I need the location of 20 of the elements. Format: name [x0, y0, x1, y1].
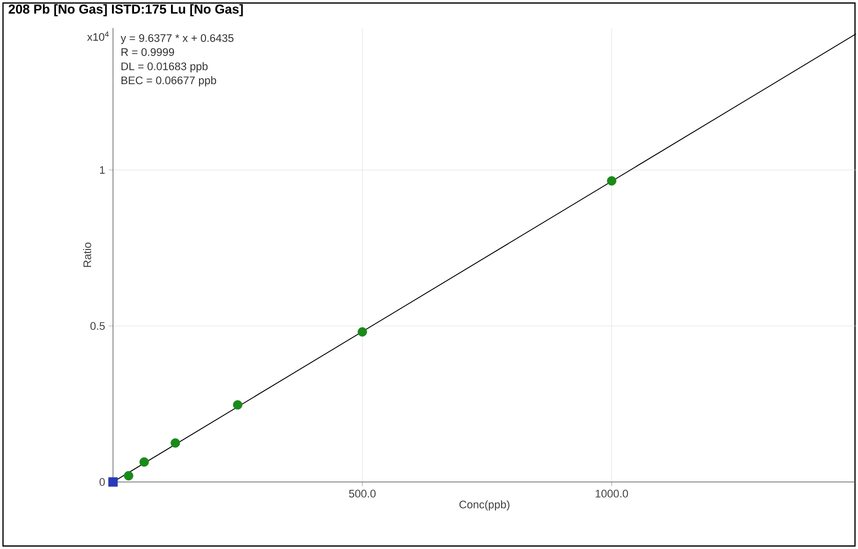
point	[139, 457, 149, 467]
x-axis-title: Conc(ppb)	[459, 500, 510, 511]
chart-title: 208 Pb [No Gas] ISTD:175 Lu [No Gas]	[8, 4, 243, 16]
point	[124, 471, 134, 480]
y-axis-title: Ratio	[83, 242, 92, 267]
point	[606, 176, 616, 186]
point	[232, 400, 242, 410]
text: x10$^{4}$	[87, 32, 109, 41]
annotation: BEC = 0.06677 ppb	[122, 76, 216, 86]
x-tick-label: 500.0	[349, 490, 376, 498]
annotation: y = 9.6377 * x + 0.6435	[120, 34, 234, 44]
y-tick-label: 0	[100, 478, 105, 486]
y-tick-label: 1	[100, 166, 105, 174]
annotation: DL = 0.01683 ppb	[122, 62, 208, 72]
point	[358, 327, 368, 337]
point	[108, 477, 118, 487]
annotation: R = 0.9999	[122, 48, 174, 56]
x-tick-label: 1000.0	[596, 490, 628, 498]
y-tick-label: 0.5	[90, 322, 105, 330]
point	[170, 438, 180, 448]
